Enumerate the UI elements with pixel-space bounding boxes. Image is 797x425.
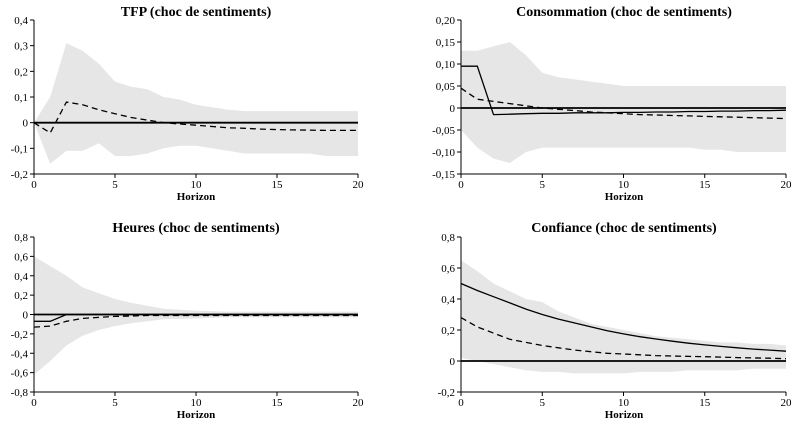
y-tick-label: 0,4 — [14, 15, 28, 27]
y-tick-label: -0,8 — [11, 387, 29, 399]
y-tick-label: 0,1 — [14, 92, 28, 104]
y-tick-label: 0,15 — [436, 37, 456, 49]
y-tick-label: -0,2 — [11, 169, 28, 181]
y-tick-label: 0,8 — [441, 232, 455, 244]
x-tick-label: 5 — [540, 397, 546, 409]
chart-title: TFP (choc de sentiments) — [121, 5, 272, 20]
y-tick-label: 0 — [450, 356, 456, 368]
x-tick-label: 0 — [458, 397, 464, 409]
y-tick-label: 0,3 — [14, 41, 28, 53]
x-axis-label: Horizon — [605, 409, 644, 421]
dashed-response-line — [460, 87, 787, 120]
y-tick-label: -0,15 — [432, 169, 455, 181]
confidence-band — [461, 42, 786, 163]
y-tick-label: 0 — [23, 310, 29, 322]
x-tick-label: 10 — [191, 397, 203, 409]
y-tick-label: 0,6 — [441, 263, 455, 275]
y-tick-label: 0,05 — [436, 81, 456, 93]
y-tick-label: -0,4 — [11, 348, 29, 360]
x-axis-label: Horizon — [605, 191, 644, 203]
x-tick-label: 0 — [458, 179, 464, 191]
x-tick-label: 10 — [618, 397, 630, 409]
y-tick-label: -0,2 — [438, 387, 455, 399]
x-tick-label: 15 — [699, 397, 711, 409]
x-axis-label: Horizon — [177, 409, 216, 421]
panel-2: 0,200,150,100,050-0,05-0,10-0,150 5 10 15 20… — [432, 5, 792, 203]
x-tick-label: 10 — [191, 179, 203, 191]
x-tick-label: 20 — [353, 397, 365, 409]
panel-3: 0,80,60,40,20-0,2-0,4-0,6-0,80 5 10 15 20Heu… — [11, 221, 364, 421]
x-tick-label: 20 — [781, 397, 793, 409]
y-tick-label: 0,2 — [14, 290, 28, 302]
y-tick-label: -0,6 — [11, 368, 29, 380]
y-tick-label: 0,4 — [14, 271, 28, 283]
y-tick-label: -0,10 — [432, 147, 455, 159]
chart-title: Consommation (choc de sentiments) — [516, 5, 732, 20]
chart-title: Confiance (choc de sentiments) — [531, 221, 717, 236]
y-tick-label: 0,4 — [441, 294, 455, 306]
solid-response-line — [461, 65, 787, 116]
x-tick-label: 5 — [112, 397, 118, 409]
x-tick-label: 5 — [112, 179, 118, 191]
x-tick-label: 0 — [31, 179, 37, 191]
y-tick-label: 0,2 — [441, 325, 455, 337]
x-tick-label: 15 — [272, 397, 284, 409]
confidence-band — [461, 260, 786, 374]
x-tick-label: 15 — [272, 179, 284, 191]
dashed-response-line — [33, 101, 358, 134]
y-tick-label: 0,10 — [436, 59, 456, 71]
y-tick-label: -0,2 — [11, 329, 28, 341]
solid-response-line — [460, 282, 787, 352]
y-tick-label: 0 — [23, 118, 29, 130]
x-tick-label: 0 — [31, 397, 37, 409]
solid-response-line — [34, 313, 358, 322]
x-tick-label: 5 — [540, 179, 546, 191]
y-tick-label: -0,05 — [432, 125, 455, 137]
x-tick-label: 15 — [699, 179, 711, 191]
x-tick-label: 20 — [781, 179, 793, 191]
y-tick-label: -0,1 — [11, 143, 28, 155]
x-tick-label: 10 — [618, 179, 630, 191]
chart-title: Heures (choc de sentiments) — [112, 221, 280, 236]
confidence-band — [34, 43, 358, 164]
x-axis-label: Horizon — [177, 191, 216, 203]
y-tick-label: 0 — [450, 103, 456, 115]
y-tick-label: 0,6 — [14, 251, 28, 263]
dashed-response-line — [33, 314, 358, 328]
y-tick-label: 0,2 — [14, 66, 28, 78]
y-tick-label: 0,20 — [436, 15, 456, 27]
x-tick-label: 20 — [353, 179, 365, 191]
y-tick-label: 0,8 — [14, 232, 28, 244]
